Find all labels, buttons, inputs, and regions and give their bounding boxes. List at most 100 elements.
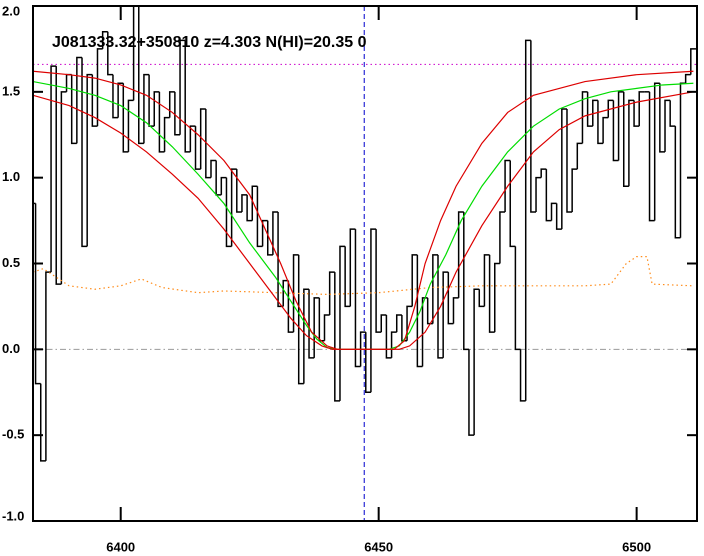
flux-step <box>690 48 696 75</box>
flux-step <box>571 168 578 212</box>
x-tick-label: 6500 <box>622 539 651 554</box>
flux-step <box>622 91 629 187</box>
flux-step <box>524 39 531 401</box>
spectrum-line <box>33 91 694 350</box>
flux-step <box>509 160 516 248</box>
flux-step <box>148 74 155 127</box>
flux-step <box>168 91 175 118</box>
flux-step <box>349 228 356 307</box>
flux-step <box>153 91 160 127</box>
y-tick-label: 2.0 <box>2 3 20 18</box>
flux-step <box>452 297 459 324</box>
flux-step <box>194 126 201 170</box>
flux-step <box>468 349 475 436</box>
flux-step <box>628 99 635 187</box>
y-tick-label: 1.0 <box>2 169 20 184</box>
flux-step <box>566 109 573 213</box>
flux-step <box>437 254 444 359</box>
flux-step <box>220 176 227 195</box>
flux-step <box>174 91 181 136</box>
x-tick-label: 6450 <box>364 539 393 554</box>
flux-step <box>478 289 485 308</box>
flux-step <box>261 219 268 247</box>
flux-step <box>70 74 77 145</box>
flux-step <box>633 100 640 127</box>
flux-step <box>545 169 552 222</box>
flux-step <box>210 159 217 178</box>
flux-step <box>494 262 500 333</box>
flux-step <box>457 211 464 298</box>
flux-step <box>45 271 52 461</box>
flux-step <box>473 288 480 436</box>
flux-step <box>607 99 614 118</box>
flux-step <box>592 99 598 127</box>
flux-step <box>122 83 129 153</box>
flux-step <box>514 246 521 351</box>
flux-step <box>241 194 248 212</box>
y-tick-label: 0.5 <box>2 255 20 270</box>
flux-step <box>555 203 562 230</box>
flux-step <box>189 125 196 152</box>
flux-step <box>375 229 382 333</box>
flux-step <box>442 271 449 358</box>
flux-step <box>344 246 351 308</box>
flux-step <box>411 254 418 307</box>
x-tick-label: 6400 <box>106 539 135 554</box>
spectrum-line <box>33 256 694 296</box>
spectrum-line <box>33 70 694 350</box>
y-tick-label: 0.0 <box>2 341 20 356</box>
flux-step <box>303 288 310 384</box>
flux-step <box>132 6 139 101</box>
flux-step <box>540 168 547 178</box>
flux-step <box>101 31 108 49</box>
flux-step <box>86 73 93 247</box>
flux-step <box>576 142 583 170</box>
flux-step <box>112 74 119 119</box>
flux-step <box>426 297 433 325</box>
flux-step <box>602 116 609 144</box>
flux-step <box>179 39 186 135</box>
flux-step <box>659 83 666 153</box>
flux-step <box>432 254 439 324</box>
flux-step <box>597 100 604 145</box>
flux-step <box>127 99 134 152</box>
y-tick-label: -1.0 <box>2 508 24 523</box>
flux-step <box>313 297 320 358</box>
flux-step <box>225 177 232 248</box>
flux-step <box>504 159 511 212</box>
flux-step <box>308 289 315 359</box>
flux-step <box>586 91 593 127</box>
flux-step <box>653 82 660 221</box>
flux-step <box>359 331 366 367</box>
flux-step <box>488 254 495 333</box>
flux-step <box>519 349 526 402</box>
flux-step <box>282 279 289 307</box>
flux-step <box>251 185 258 221</box>
flux-step <box>107 31 113 76</box>
flux-step <box>401 315 408 342</box>
flux-step <box>256 186 263 248</box>
flux-step <box>535 176 542 212</box>
flux-step <box>638 91 645 127</box>
flux-step <box>246 194 253 222</box>
flux-step <box>91 74 98 127</box>
flux-step <box>664 99 671 152</box>
flux-step <box>138 6 144 145</box>
flux-step <box>328 271 335 315</box>
flux-step <box>266 220 273 256</box>
plot-area <box>33 6 697 521</box>
flux-step <box>380 314 387 333</box>
chart-title: J081333.32+350810 z=4.303 N(HI)=20.35 0 <box>52 34 367 51</box>
flux-step <box>561 108 567 230</box>
flux-step <box>612 100 619 162</box>
flux-step <box>669 100 676 127</box>
flux-step <box>81 57 88 248</box>
flux-step <box>385 315 392 359</box>
flux-step <box>39 383 46 462</box>
flux-step <box>96 48 103 127</box>
flux-step <box>50 65 57 273</box>
flux-step <box>272 211 279 255</box>
flux-step <box>483 254 490 307</box>
